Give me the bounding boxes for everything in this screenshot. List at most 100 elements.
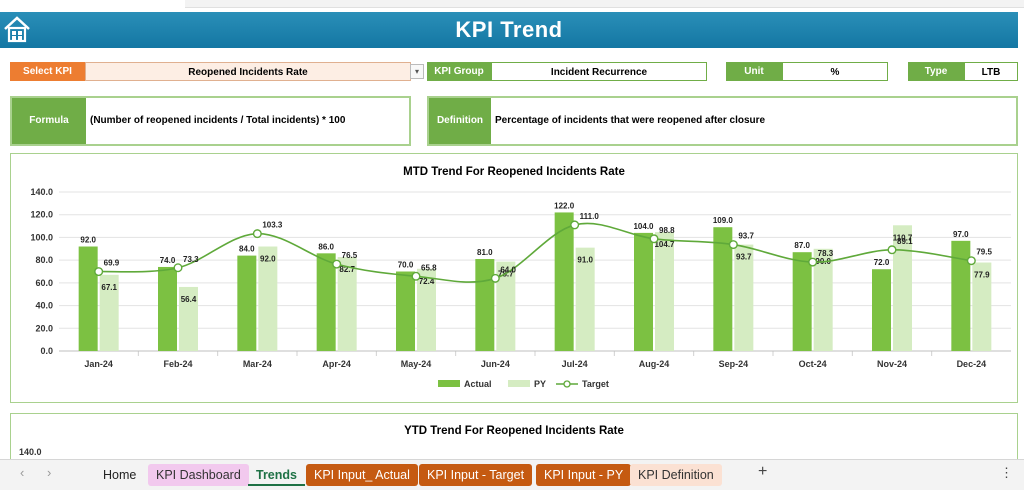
actual-data-label: 109.0 [713, 216, 734, 225]
actual-data-label: 72.0 [874, 258, 890, 267]
select-kpi-label: Select KPI [10, 62, 85, 81]
py-data-label: 56.4 [181, 295, 197, 304]
py-data-label: 77.9 [974, 271, 990, 280]
actual-bar [872, 269, 891, 351]
ytd-y-tick-label: 140.0 [19, 447, 42, 457]
x-tick-label: Aug-24 [639, 359, 670, 369]
actual-data-label: 122.0 [554, 201, 575, 210]
x-tick-label: May-24 [401, 359, 432, 369]
y-tick-label: 20.0 [35, 323, 53, 333]
target-point [570, 220, 580, 230]
sheet-tab-kpi-definition[interactable]: KPI Definition [630, 464, 722, 486]
y-tick-label: 120.0 [30, 210, 53, 220]
actual-data-label: 86.0 [318, 242, 334, 251]
sheet-tab-kpi-input-target[interactable]: KPI Input - Target [419, 464, 533, 486]
actual-data-label: 70.0 [398, 261, 414, 270]
sheet-tab-home[interactable]: Home [103, 468, 137, 482]
actual-bar [237, 255, 257, 351]
actual-bar [792, 252, 812, 351]
py-bar [813, 248, 833, 351]
mtd-chart[interactable]: MTD Trend For Reopened Incidents Rate 0.… [10, 153, 1018, 403]
target-line [98, 222, 972, 283]
py-bar [179, 286, 198, 351]
y-tick-label: 100.0 [30, 232, 53, 242]
py-data-label: 92.0 [260, 255, 276, 264]
target-data-label: 93.7 [738, 232, 754, 241]
legend-swatch [508, 380, 530, 387]
legend-swatch [438, 380, 460, 387]
target-point [332, 259, 342, 269]
sheet-tab-kpi-dashboard[interactable]: KPI Dashboard [148, 464, 249, 486]
target-data-label: 89.1 [897, 237, 913, 246]
target-data-label: 64.0 [500, 265, 516, 274]
py-bar [258, 246, 278, 351]
target-point [173, 263, 183, 273]
add-sheet-icon[interactable]: + [758, 463, 768, 480]
target-data-label: 76.5 [342, 251, 358, 260]
y-tick-label: 80.0 [35, 255, 53, 265]
x-tick-label: Jun-24 [481, 359, 510, 369]
actual-bar [713, 227, 733, 351]
py-data-label: 104.7 [654, 240, 675, 249]
py-bar [893, 225, 912, 351]
sheet-tab-kpi-input-py[interactable]: KPI Input - PY [536, 464, 632, 486]
type-value: LTB [964, 62, 1018, 81]
prev-sheet-icon[interactable]: ‹ [20, 465, 25, 480]
py-data-label: 82.7 [339, 265, 355, 274]
actual-data-label: 104.0 [633, 222, 654, 231]
mtd-chart-plot: 0.0 20.0 40.0 60.0 80.0 100.0 120.0 140.0 92.0 67… [30, 187, 1011, 389]
chevron-down-icon[interactable]: ▾ [410, 64, 424, 79]
target-point [252, 229, 262, 239]
target-data-label: 103.3 [262, 221, 283, 230]
actual-bar [158, 266, 177, 351]
next-sheet-icon[interactable]: › [47, 465, 52, 480]
actual-bar [554, 212, 574, 351]
legend-label: Actual [464, 379, 492, 389]
py-data-label: 91.0 [577, 256, 593, 265]
sheet-tab-trends[interactable]: Trends [248, 464, 305, 486]
target-point [94, 267, 104, 277]
actual-bar [475, 259, 495, 351]
actual-data-label: 92.0 [80, 236, 96, 245]
definition-box: Definition Percentage of incidents that … [427, 96, 1018, 146]
target-data-label: 111.0 [580, 212, 600, 221]
kpi-group-value: Incident Recurrence [491, 62, 707, 81]
actual-data-label: 74.0 [160, 256, 176, 265]
y-tick-label: 60.0 [35, 278, 53, 288]
target-point [649, 234, 659, 244]
actual-bar [78, 246, 98, 351]
target-point [966, 256, 976, 266]
x-tick-label: Oct-24 [799, 359, 827, 369]
py-bar [575, 247, 595, 351]
sheet-tab-kpi-input-actual[interactable]: KPI Input_ Actual [306, 464, 418, 486]
py-bar [99, 274, 119, 351]
target-data-label: 98.8 [659, 226, 675, 235]
y-tick-label: 0.0 [40, 346, 53, 356]
py-data-label: 110.7 [893, 233, 913, 242]
py-data-label: 72.4 [419, 277, 435, 286]
more-options-icon[interactable]: ⋮ [1000, 465, 1013, 480]
target-data-label: 79.5 [976, 248, 992, 257]
x-tick-label: Feb-24 [163, 359, 192, 369]
home-icon[interactable] [2, 14, 32, 44]
target-data-label: 65.8 [421, 263, 437, 272]
actual-bar [396, 271, 415, 351]
target-point [411, 271, 421, 281]
formula-label: Formula [12, 98, 86, 144]
y-tick-label: 40.0 [35, 301, 53, 311]
x-tick-label: Jan-24 [84, 359, 113, 369]
x-tick-label: Nov-24 [877, 359, 907, 369]
py-data-label: 93.7 [736, 253, 752, 262]
formula-box: Formula (Number of reopened incidents / … [10, 96, 411, 146]
py-bar [496, 261, 516, 351]
target-point [808, 257, 818, 267]
py-data-label: 67.1 [101, 283, 117, 292]
actual-data-label: 81.0 [477, 248, 493, 257]
kpi-select-dropdown[interactable]: Reopened Incidents Rate [85, 62, 411, 81]
mtd-chart-title: MTD Trend For Reopened Incidents Rate [403, 166, 625, 178]
page-title: KPI Trend [455, 17, 563, 42]
kpi-group-label: KPI Group [427, 62, 491, 81]
x-tick-label: Mar-24 [243, 359, 272, 369]
py-bar [655, 232, 674, 351]
unit-value: % [782, 62, 888, 81]
